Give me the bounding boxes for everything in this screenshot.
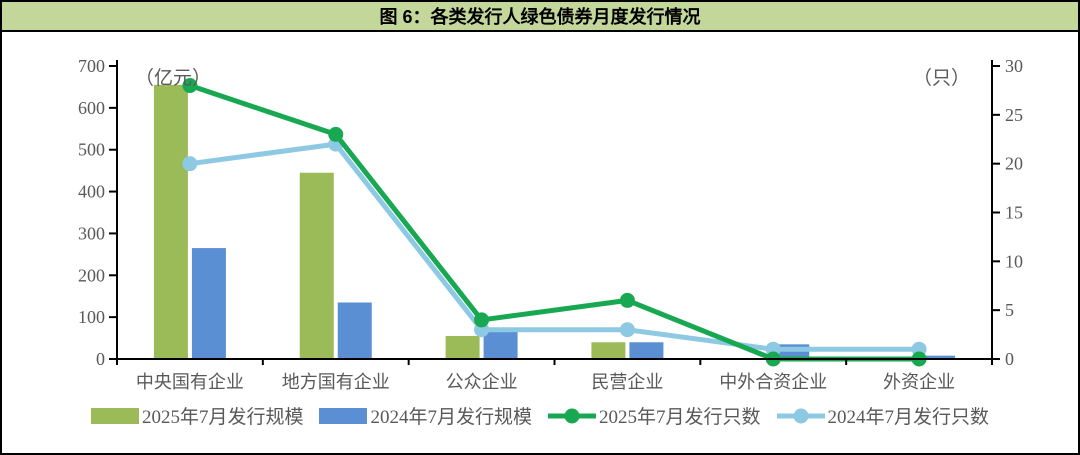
legend-item-2025-scale: 2025年7月发行规模 [90, 402, 304, 429]
bar-s1-c2 [483, 329, 518, 359]
chart-legend: 2025年7月发行规模 2024年7月发行规模 2025年7月发行只数 [2, 402, 1078, 429]
bar-s1-c0 [191, 248, 226, 359]
marker-2025-c2 [474, 312, 490, 328]
bar-s0-c1 [299, 172, 334, 359]
x-axis-category-label: 中外合资企业 [719, 372, 827, 392]
legend-label: 2024年7月发行规模 [370, 407, 532, 428]
left-axis-tick-label: 500 [78, 140, 105, 160]
bar-swatch-2025-icon [90, 407, 139, 424]
marker-2024-c3 [619, 322, 635, 338]
x-axis-category-label: 公众企业 [446, 372, 518, 392]
left-axis-tick-label: 600 [78, 98, 105, 118]
left-axis-tick-label: 100 [78, 307, 105, 327]
bar-s0-c2 [445, 335, 480, 359]
left-axis-unit-label: （亿元） [135, 67, 211, 89]
right-axis-tick-label: 25 [1005, 105, 1023, 125]
right-axis-tick-label: 0 [1005, 349, 1014, 369]
right-axis-tick-label: 20 [1005, 154, 1023, 174]
marker-2024-c0 [182, 156, 198, 172]
right-axis-unit-label: （只） [913, 67, 970, 89]
right-axis-tick-label: 15 [1005, 203, 1023, 223]
left-axis-tick-label: 400 [78, 182, 105, 202]
marker-2025-c0 [182, 78, 198, 94]
legend-label: 2025年7月发行只数 [599, 407, 761, 428]
bar-swatch-2024-icon [319, 407, 368, 424]
legend-item-2024-scale: 2024年7月发行规模 [319, 402, 532, 429]
marker-2025-c1 [328, 126, 344, 142]
legend-label: 2025年7月发行规模 [141, 407, 304, 428]
left-axis-tick-label: 0 [96, 349, 105, 369]
marker-2025-c3 [619, 292, 635, 308]
bar-s0-c0 [153, 84, 188, 360]
combo-chart-plot: 0 100 200 300 400 500 600 700 0 5 10 15 20 25 30 中央国有企业… [78, 56, 1023, 392]
line-2025-count [187, 83, 922, 362]
right-axis-tick-label: 5 [1005, 300, 1014, 320]
x-axis-category-label: 中央国有企业 [136, 372, 244, 392]
left-axis-tick-label: 200 [78, 265, 105, 285]
x-axis-category-label: 地方国有企业 [282, 372, 390, 392]
legend-item-2025-count: 2025年7月发行只数 [548, 402, 761, 429]
line-2024-count [187, 141, 922, 352]
legend-label: 2024年7月发行只数 [827, 407, 990, 428]
bar-s0-c3 [591, 342, 626, 359]
line-swatch-2024-icon [776, 408, 825, 423]
line-swatch-2025-icon [548, 408, 596, 423]
bar-s1-c3 [629, 342, 664, 359]
figure-title-bar: 图 6：各类发行人绿色债券月度发行情况 [2, 2, 1078, 32]
chart-area: 0 100 200 300 400 500 600 700 0 5 10 15 20 25 30 中央国有企业… [2, 32, 1078, 429]
left-axis-tick-label: 700 [78, 56, 105, 76]
left-axis-tick-label: 300 [78, 223, 105, 243]
x-axis-category-label: 民营企业 [591, 372, 663, 392]
bar-s1-c5 [921, 355, 956, 359]
bar-s1-c1 [337, 302, 372, 359]
legend-item-2024-count: 2024年7月发行只数 [776, 402, 990, 429]
right-axis-tick-label: 10 [1005, 251, 1023, 271]
right-axis-tick-label: 30 [1005, 56, 1023, 76]
x-axis-category-label: 外资企业 [883, 372, 955, 392]
figure-title: 图 6：各类发行人绿色债券月度发行情况 [379, 7, 701, 27]
